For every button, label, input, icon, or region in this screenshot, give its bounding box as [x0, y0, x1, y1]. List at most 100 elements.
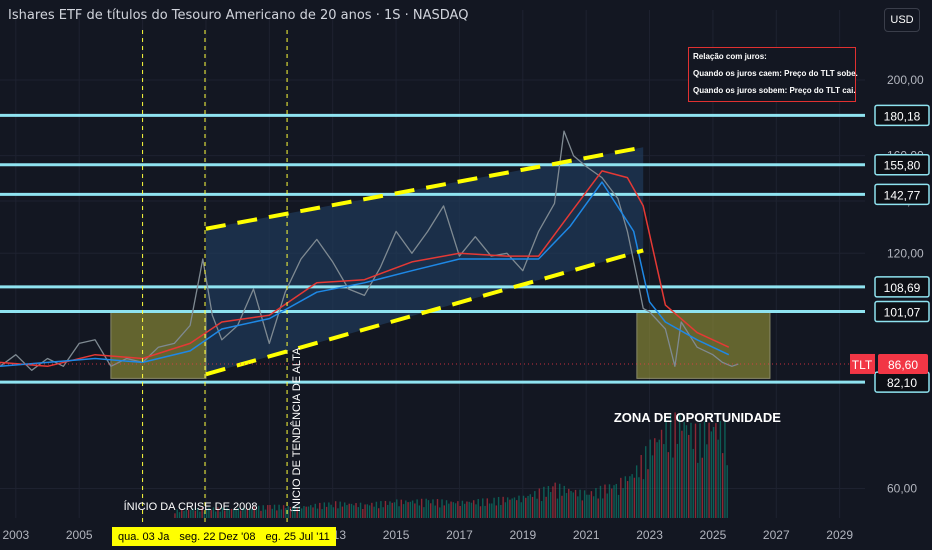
level-price-badge [874, 104, 930, 127]
volume-bar [409, 501, 412, 518]
volume-bar [398, 506, 400, 518]
volume-bar [502, 496, 504, 518]
volume-bar [688, 434, 690, 518]
volume-bar [418, 505, 421, 518]
volume-bar [604, 484, 606, 518]
volume-bar [645, 446, 647, 518]
volume-bar [387, 504, 389, 518]
level-price-label: 108,69 [884, 281, 921, 295]
volume-bar [294, 506, 296, 518]
volume-bar [491, 503, 493, 518]
volume-bar [303, 506, 305, 518]
volume-bar [484, 505, 486, 518]
volume-bar [187, 509, 190, 518]
volume-bar [196, 507, 199, 518]
volume-bar [194, 510, 197, 518]
volume-bar [572, 492, 574, 518]
volume-bar [328, 502, 330, 518]
volume-bar [341, 506, 344, 518]
volume-bar [359, 502, 362, 518]
volume-bar [665, 418, 667, 518]
volume-bar [314, 503, 316, 518]
volume-bar [624, 476, 627, 518]
volume-bar [552, 486, 554, 518]
volume-bar [581, 500, 584, 518]
volume-bar [597, 498, 599, 518]
volume-bar [692, 448, 694, 518]
volume-bar [353, 505, 355, 518]
volume-bar [393, 502, 396, 518]
opportunity-zone [636, 311, 771, 379]
volume-bar [577, 496, 579, 518]
volume-bar [405, 500, 407, 518]
volume-bar [579, 489, 581, 518]
volume-bar [543, 486, 545, 518]
volume-bar [174, 513, 176, 518]
volume-bar [674, 412, 676, 518]
date-chip: qua. 03 Ja [118, 530, 170, 543]
volume-bar [457, 501, 459, 518]
volume-bar [633, 477, 636, 518]
volume-bar [217, 507, 219, 518]
volume-bar [307, 506, 310, 518]
volume-bar [296, 508, 298, 518]
volume-bar [493, 497, 495, 518]
ticker-badge [850, 353, 875, 374]
volume-bar [239, 510, 242, 518]
volume-bar [640, 455, 642, 518]
volume-bar [416, 499, 418, 518]
volume-bar [264, 509, 267, 518]
volume-bar [504, 502, 507, 518]
volume-bar [230, 508, 233, 518]
volume-bar [676, 443, 679, 518]
volume-bar [468, 501, 470, 518]
currency-button[interactable]: USD [884, 8, 920, 32]
volume-bar [602, 498, 604, 518]
volume-bar [590, 491, 593, 518]
volume-bar [495, 505, 498, 518]
volume-bar [203, 511, 206, 518]
volume-bar [332, 507, 335, 518]
volume-bar [380, 501, 382, 518]
volume-bar [715, 423, 717, 518]
volume-bar [547, 486, 550, 518]
volume-bar [285, 508, 287, 518]
zone-annotation: ZONA DE OPORTUNIDADE [614, 410, 781, 425]
volume-bar [445, 500, 448, 518]
volume-bar [669, 414, 672, 518]
volume-bar [681, 430, 683, 518]
volume-bar [545, 496, 547, 518]
volume-bar [407, 502, 409, 518]
level-price-badge [874, 183, 930, 206]
volume-bar [660, 429, 663, 518]
volume-bar [255, 509, 258, 518]
volume-bar [176, 509, 178, 518]
volume-bar [599, 485, 602, 518]
volume-bar [719, 420, 722, 518]
volume-bar [269, 505, 271, 518]
volume-bar [486, 498, 488, 518]
trend-annotation: ÍNICIO DE TENDÊNCIA DE ALTA [290, 347, 303, 512]
volume-bar [396, 499, 398, 518]
volume-bar [337, 508, 339, 518]
volume-bar [470, 502, 473, 518]
x-tick-label: 2027 [763, 528, 790, 542]
volume-bar [563, 485, 565, 518]
volume-bar [350, 503, 353, 518]
moving-average-line [0, 181, 730, 368]
x-tick-label: 2003 [2, 528, 29, 542]
volume-bar [635, 465, 638, 518]
volume-bar [323, 502, 326, 518]
channel-boundary-line [205, 248, 644, 377]
level-price-label: 180,18 [884, 109, 921, 123]
volume-bar [434, 505, 436, 518]
volume-bar [685, 425, 688, 518]
volume-bar [210, 510, 212, 518]
volume-bar [219, 511, 221, 518]
volume-bar [325, 506, 328, 518]
volume-bar [242, 507, 244, 518]
volume-bar [588, 494, 590, 518]
volume-bar [382, 507, 384, 518]
volume-bar [346, 505, 348, 518]
volume-bar [726, 465, 728, 518]
